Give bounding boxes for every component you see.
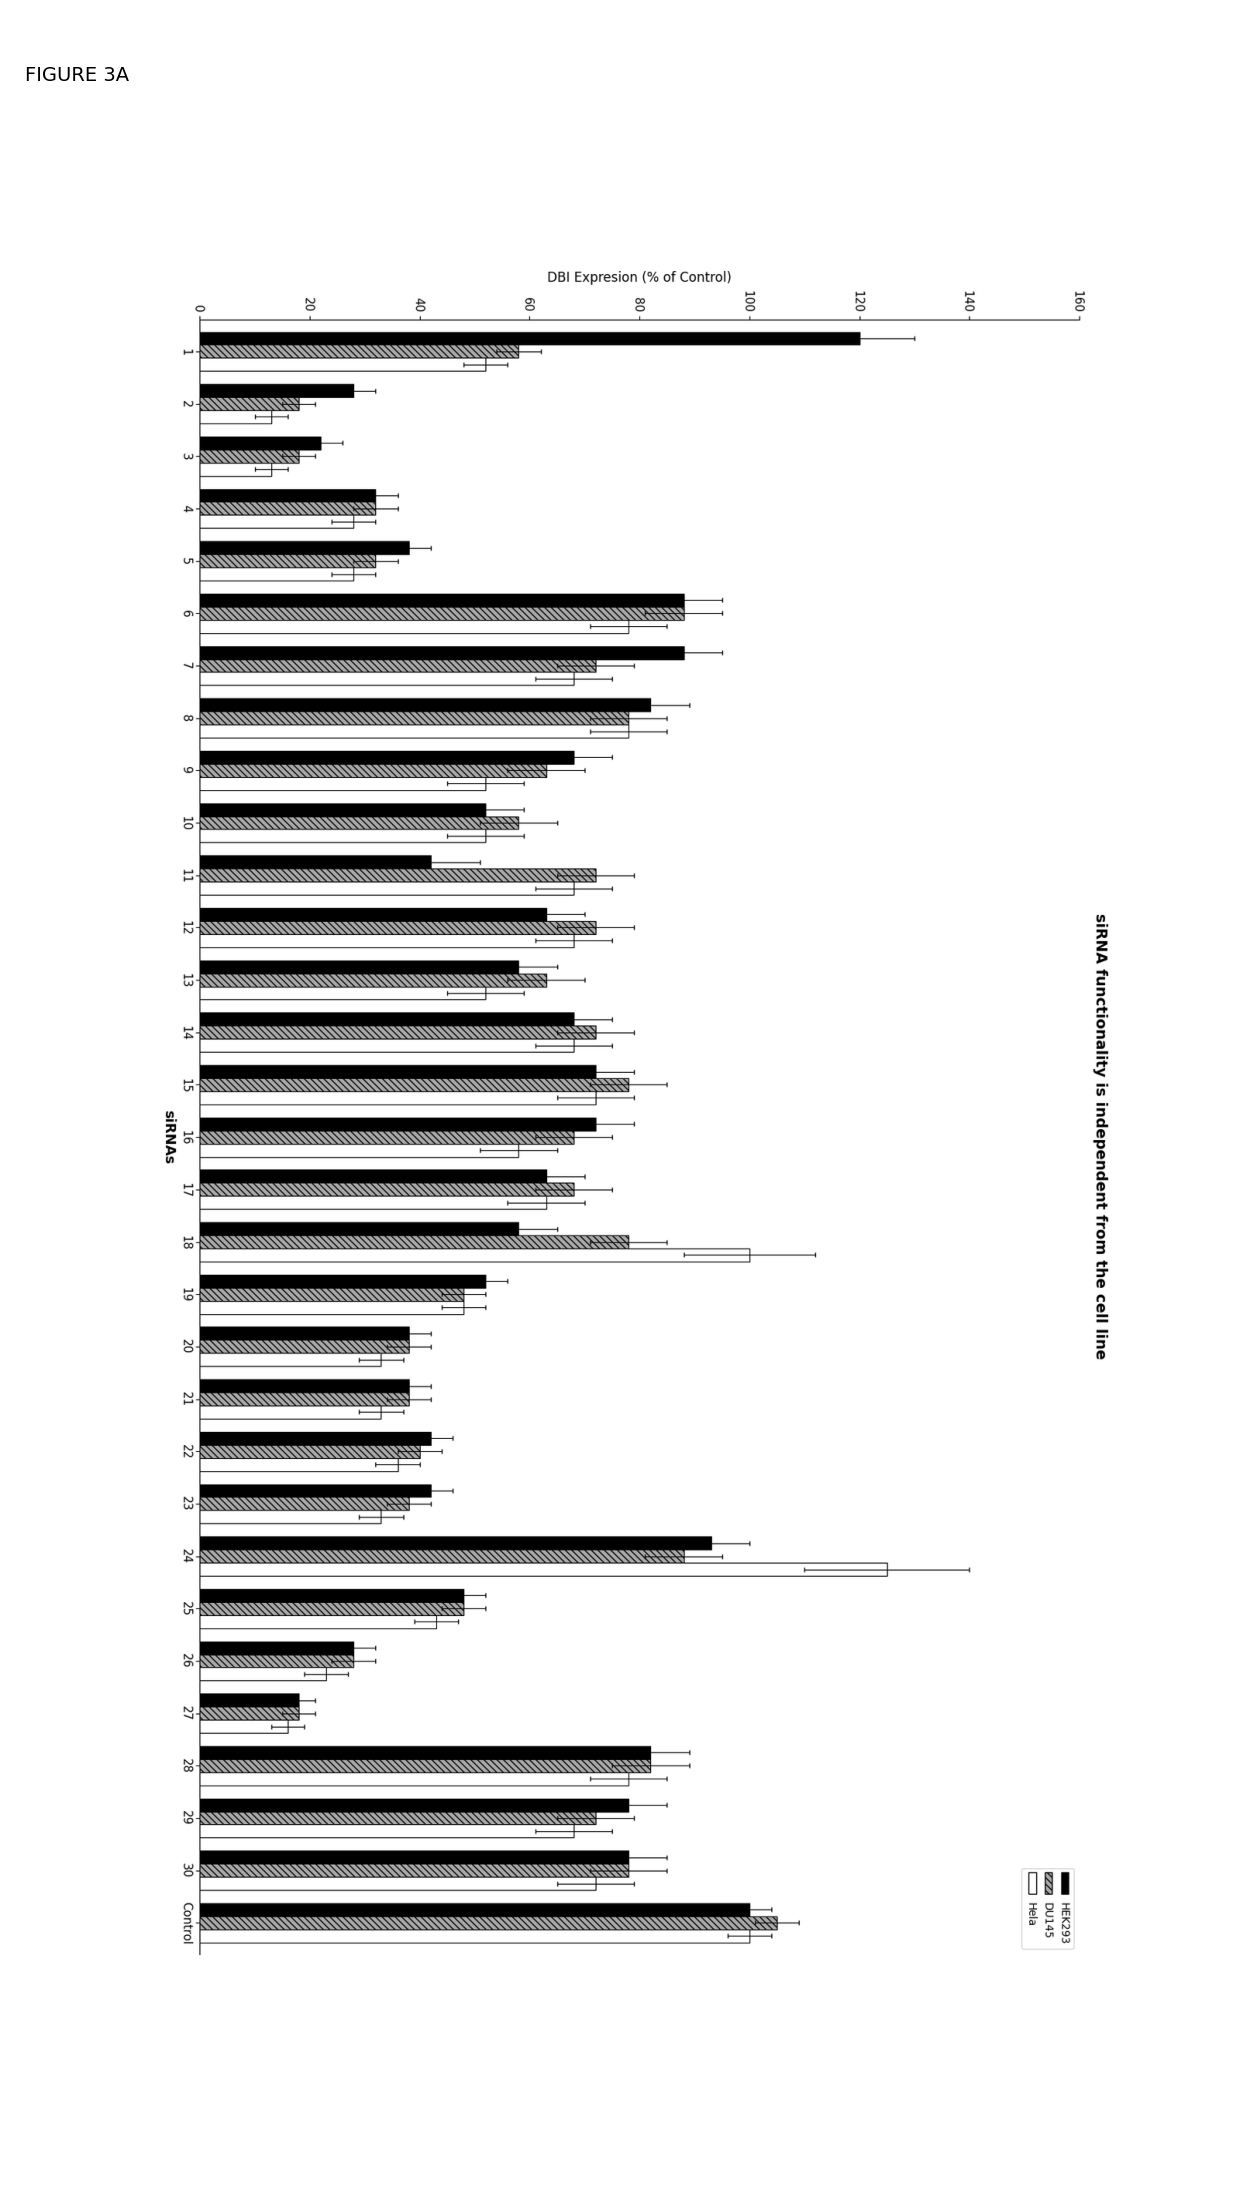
Text: FIGURE 3A: FIGURE 3A bbox=[25, 66, 129, 86]
